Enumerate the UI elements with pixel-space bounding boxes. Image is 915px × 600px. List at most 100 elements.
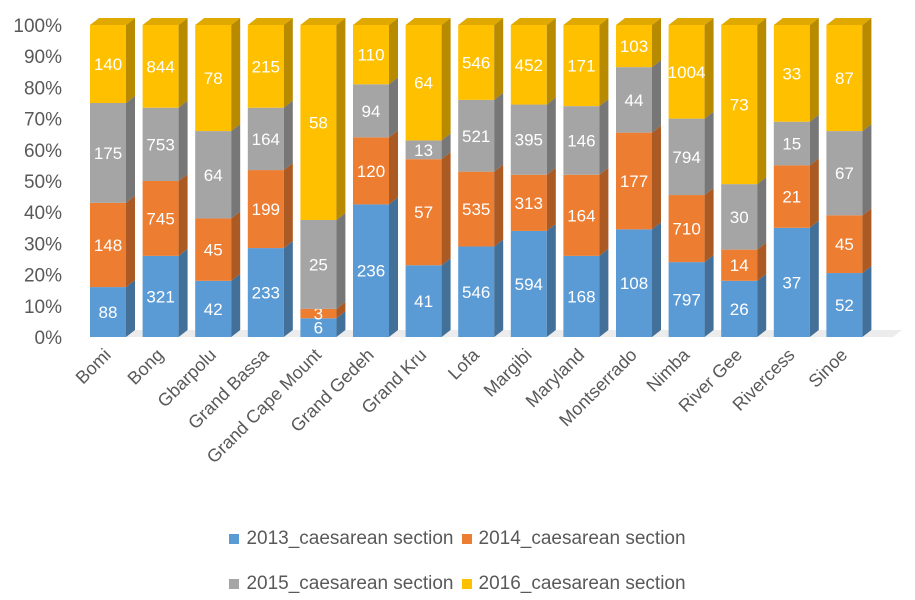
data-label: 236 xyxy=(357,262,385,281)
bar-segment xyxy=(353,197,398,337)
data-label: 535 xyxy=(462,200,490,219)
legend-swatch-2016 xyxy=(461,579,472,589)
bar-segment xyxy=(563,248,609,337)
bar-segment-front xyxy=(405,265,442,337)
bar-segment-side xyxy=(441,258,451,337)
data-label: 64 xyxy=(204,166,223,185)
data-label: 164 xyxy=(567,206,595,225)
bar-segment xyxy=(721,273,767,337)
bar-segment-front xyxy=(90,287,126,337)
y-tick-label: 60% xyxy=(24,141,62,162)
bar-segment-front xyxy=(826,215,863,274)
bar-segment-front xyxy=(90,202,126,288)
data-label: 215 xyxy=(252,57,280,76)
data-label: 168 xyxy=(567,287,595,306)
bar-segment-side xyxy=(178,18,188,108)
data-label: 25 xyxy=(309,255,328,274)
bar-segment-front xyxy=(510,25,547,105)
bar-segment-side xyxy=(757,177,767,250)
bar-segment-front xyxy=(616,229,652,337)
bar-segment-front xyxy=(616,67,652,133)
bar-segment-front xyxy=(563,255,600,337)
data-label: 73 xyxy=(730,96,749,115)
bar-segment-front xyxy=(353,84,389,138)
y-tick-label: 80% xyxy=(24,78,62,99)
bar-top-face xyxy=(142,18,188,25)
bar-top-face xyxy=(195,18,241,25)
bar-segment xyxy=(668,188,714,263)
x-category-label: Bong xyxy=(124,345,168,389)
data-label: 1004 xyxy=(668,63,706,82)
bar-segment-front xyxy=(773,121,810,166)
bar-segment xyxy=(510,97,556,175)
bar-segment-front xyxy=(353,137,389,205)
bar-segment-side xyxy=(389,197,398,337)
data-label: 521 xyxy=(462,127,490,146)
bar-segment-side xyxy=(809,114,819,166)
bar-top-face xyxy=(721,18,767,25)
data-label: 44 xyxy=(625,91,644,110)
y-tick-label: 50% xyxy=(24,172,62,193)
bar-segment-side xyxy=(704,188,714,263)
bar-segment-front xyxy=(405,140,442,160)
bar-top-face xyxy=(563,18,609,25)
data-label: 233 xyxy=(252,284,280,303)
data-label: 30 xyxy=(730,208,749,227)
bar-segment-side xyxy=(178,100,188,181)
data-label: 67 xyxy=(835,164,854,183)
bar-segment-front xyxy=(510,230,547,337)
bar-top-face xyxy=(668,18,714,25)
bar-segment-side xyxy=(389,77,398,138)
bar-segment-front xyxy=(90,25,126,103)
bar-segment xyxy=(510,223,556,337)
bar-segment-side xyxy=(178,248,188,337)
data-label: 546 xyxy=(462,53,490,72)
data-label: 313 xyxy=(515,194,543,213)
bar-segment xyxy=(300,311,346,337)
bar-segment-side xyxy=(336,18,346,220)
bar-segment xyxy=(142,100,188,181)
bar-segment-side xyxy=(862,266,872,337)
data-label: 26 xyxy=(730,300,749,319)
bar-segment xyxy=(90,96,135,203)
bar-segment-front xyxy=(458,246,495,337)
bar-segment xyxy=(405,258,451,337)
bar-segment-side xyxy=(283,100,293,171)
bar-segment-front xyxy=(142,181,179,256)
data-label: 52 xyxy=(835,296,854,315)
data-label: 148 xyxy=(94,236,122,255)
bar-segment-front xyxy=(458,171,495,247)
legend-label-2016: 2016_caesarean section xyxy=(478,573,686,594)
bar-segment-side xyxy=(546,97,556,175)
legend-item-2015: 2015_caesarean section xyxy=(229,573,454,595)
bar-segment xyxy=(90,280,135,337)
bar-segment xyxy=(300,213,346,309)
data-label: 57 xyxy=(414,203,433,222)
bar-segment xyxy=(458,164,504,247)
bar-segment-front xyxy=(563,174,600,256)
y-tick-label: 40% xyxy=(24,203,62,224)
bar-segment-front xyxy=(721,280,758,337)
bar-segment xyxy=(142,248,188,337)
bar-segment-front xyxy=(142,25,179,108)
bar-segment-side xyxy=(809,18,819,122)
data-label: 395 xyxy=(515,131,543,150)
bar-segment xyxy=(773,18,819,122)
bar-segment-side xyxy=(652,222,661,337)
bar-segment-side xyxy=(178,174,188,256)
data-label: 452 xyxy=(515,56,543,75)
bar-segment-front xyxy=(405,159,442,266)
bar-segment-front xyxy=(195,218,232,281)
bar-segment xyxy=(721,177,767,250)
bar-segment xyxy=(616,60,661,133)
bar-segment xyxy=(247,241,293,337)
data-label: 171 xyxy=(567,57,595,76)
bar-segment-front xyxy=(773,227,810,337)
data-label: 110 xyxy=(357,46,384,65)
data-label: 120 xyxy=(357,162,385,181)
bar-segment-front xyxy=(721,249,758,281)
bar-segment-side xyxy=(126,96,135,203)
data-label: 6 xyxy=(314,319,323,338)
bar-segment-front xyxy=(247,248,284,337)
bar-segment-side xyxy=(126,18,135,103)
